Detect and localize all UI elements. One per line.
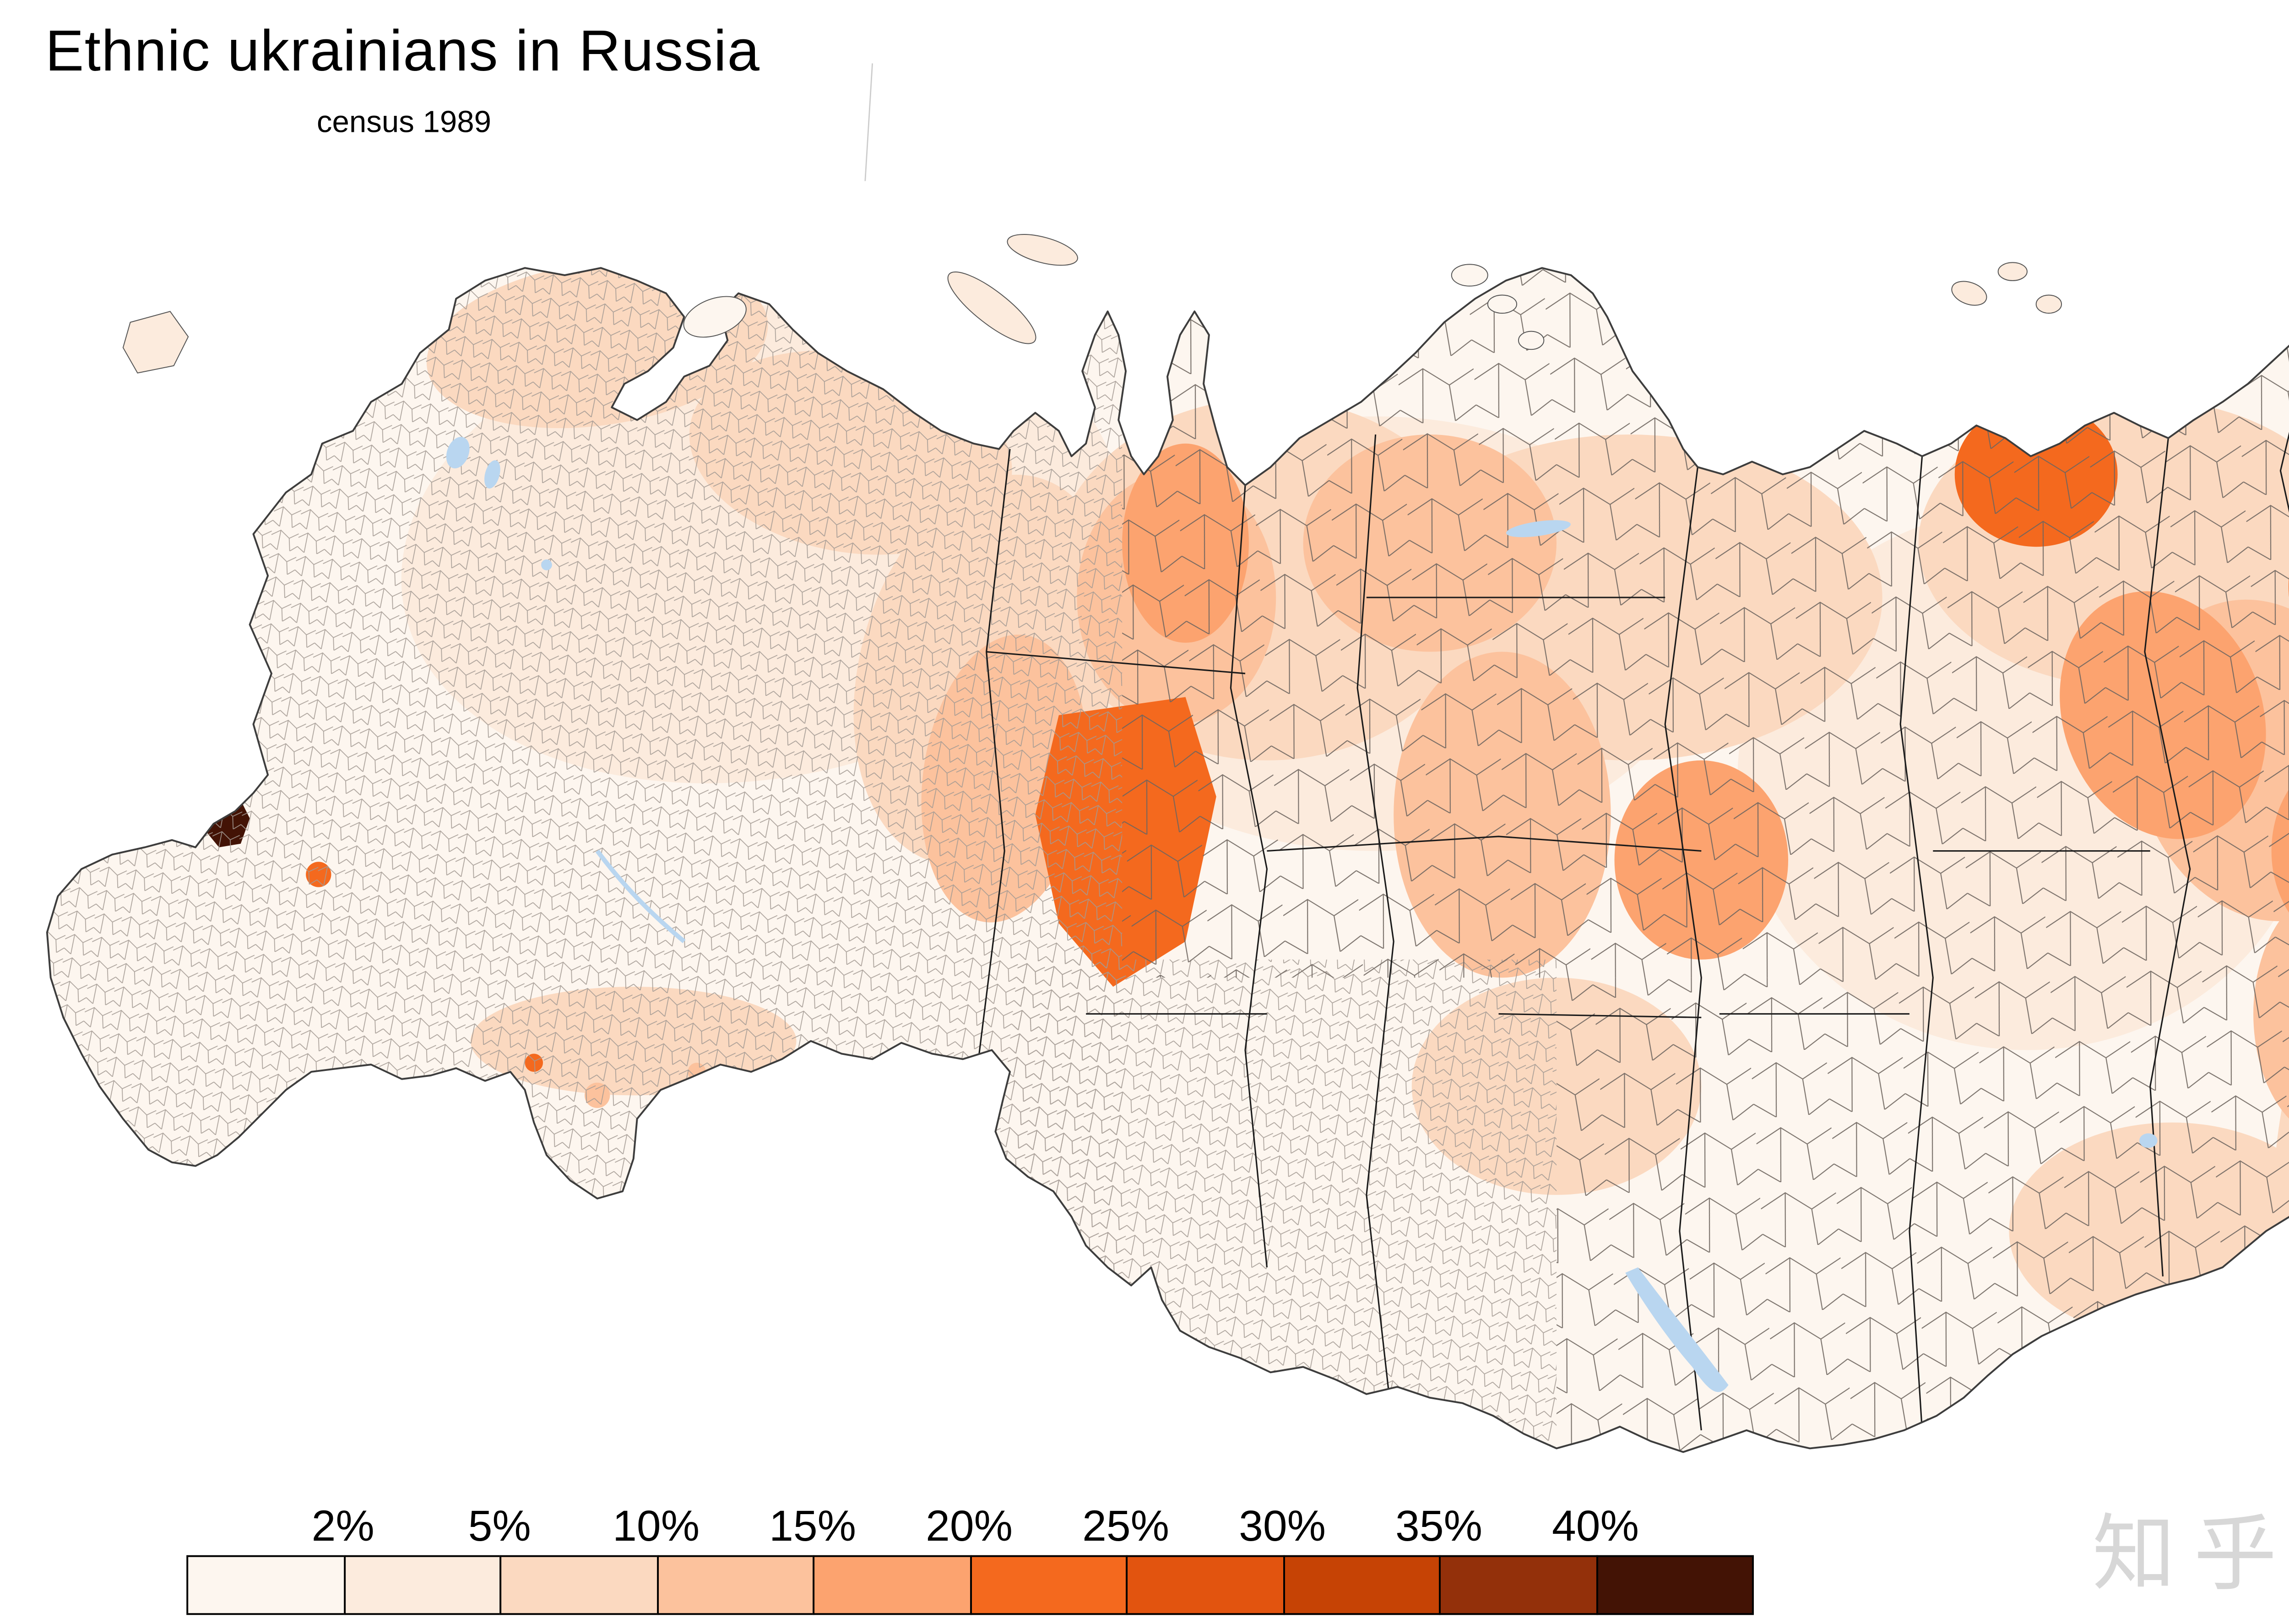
volga-river [595,849,686,944]
novaya-zemlya-north [1007,234,1078,266]
new-siberian-islands [1951,281,1987,306]
new-siberian-islands [2035,294,2062,314]
dark-spot-kuban [921,1160,939,1179]
legend-label: 35% [1395,1503,1483,1552]
lakes [446,437,2158,1392]
legend-label: 20% [926,1503,1013,1552]
kolguev-island [683,296,747,338]
legend-label: 5% [468,1503,531,1552]
legend-swatch [656,1555,815,1615]
legend-swatches [186,1555,1815,1615]
legend-swatch [1282,1555,1441,1615]
legend-swatch [813,1555,971,1615]
legend-label: 25% [1082,1503,1170,1552]
legend-swatch [343,1555,502,1615]
legend-swatch [186,1555,345,1615]
severnaya-zemlya [1451,264,1488,287]
novaya-zemlya-south [947,272,1036,344]
kaliningrad-exclave [122,311,189,374]
legend-swatch [1126,1555,1285,1615]
legend-swatch [499,1555,658,1615]
legend-swatch [1595,1555,1754,1615]
severnaya-zemlya [1518,331,1545,350]
legend-swatch [1439,1555,1597,1615]
legend-labels: 2% 5% 10% 15% 20% 25% 30% 35% 40% [186,1503,1815,1555]
legend-label: 10% [613,1503,700,1552]
severnaya-zemlya [1487,294,1518,314]
legend: 2% 5% 10% 15% 20% 25% 30% 35% 40% [186,1503,1815,1615]
map-subtitle: census 1989 [316,105,492,140]
lake-baikal [1625,1267,1729,1392]
lake-rybinsk [541,559,552,570]
legend-label: 2% [311,1503,374,1552]
lake-khanka [2139,1133,2158,1148]
legend-swatch [969,1555,1128,1615]
islands [122,63,2062,374]
new-siberian-islands [1997,262,2028,281]
legend-label: 30% [1239,1503,1326,1552]
lake-onega [484,460,500,489]
map-artifact-line [864,63,873,181]
legend-label: 40% [1552,1503,1639,1552]
lake-ladoga [446,437,470,468]
lake-taymyr [1506,520,1571,538]
legend-label: 15% [769,1503,857,1552]
watermark: 知乎用户 [2092,1506,2289,1601]
map-title: Ethnic ukrainians in Russia [45,18,760,83]
